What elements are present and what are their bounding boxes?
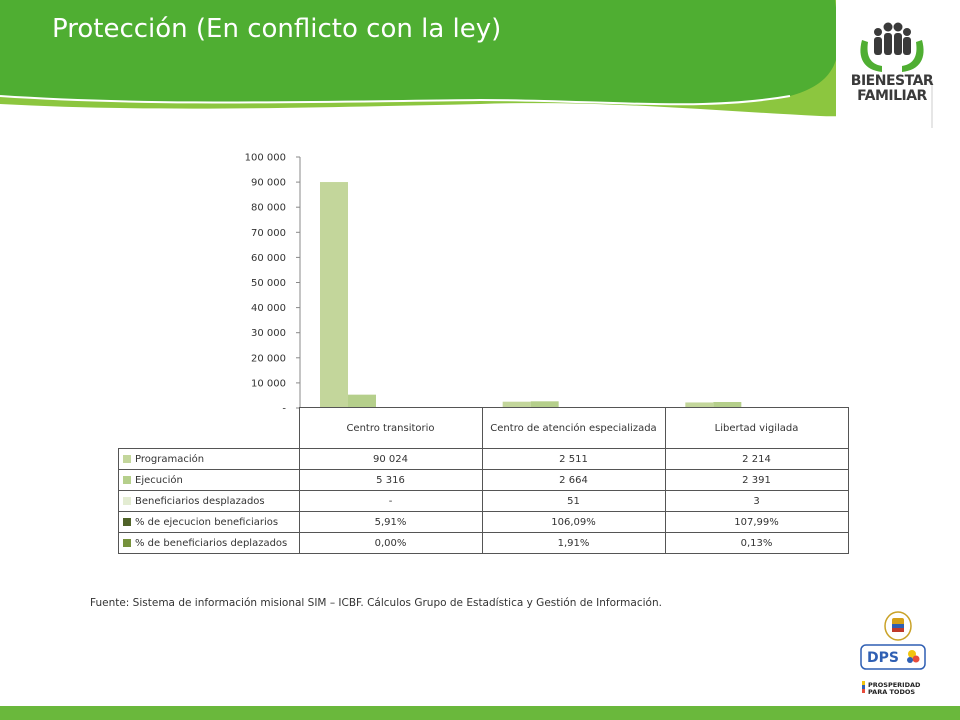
y-tick-label: 20 000 [251, 353, 286, 364]
series-label-ejecucion: Ejecución [118, 469, 300, 491]
table-cell: 107,99% [664, 511, 849, 533]
table-cell: 106,09% [481, 511, 666, 533]
dps-logo: DPS [860, 644, 926, 670]
series-label-beneficiarios-desplazados: Beneficiarios desplazados [118, 490, 300, 512]
y-tick-label: 100 000 [245, 153, 286, 164]
y-tick-label: 90 000 [251, 178, 286, 189]
y-tick-label: 80 000 [251, 203, 286, 214]
bar-programaci-n-1 [320, 182, 348, 408]
table-cell: - [298, 490, 483, 512]
header-banner [0, 0, 960, 130]
table-cell: 2 391 [664, 469, 849, 491]
y-tick-label: 50 000 [251, 278, 286, 289]
bottom-bar [0, 706, 960, 720]
slide-title: Protección (En conflicto con la ley) [52, 14, 502, 44]
prosperidad-text-line2: PARA TODOS [868, 688, 915, 696]
table-cell: 2 664 [481, 469, 666, 491]
table-cell: 2 214 [664, 448, 849, 470]
table-cell: 90 024 [298, 448, 483, 470]
prosperidad-text-line1: PROSPERIDAD [868, 681, 921, 689]
legend-swatch [123, 538, 131, 547]
category-header-3: Libertad vigilada [664, 407, 849, 449]
y-tick-label: 60 000 [251, 253, 286, 264]
dps-logo-text: DPS [867, 650, 899, 666]
table-cell: 1,91% [481, 532, 666, 554]
table-corner [118, 407, 300, 449]
legend-swatch [123, 475, 131, 484]
category-header-2: Centro de atención especializada [481, 407, 666, 449]
bienestar-familiar-logo [860, 22, 924, 72]
legend-swatch [123, 496, 131, 505]
chart-data-table: Centro transitorio Centro de atención es… [118, 407, 849, 554]
table-row: Ejecución 5 316 2 664 2 391 [118, 469, 849, 491]
table-cell: 2 511 [481, 448, 666, 470]
y-tick-label: 30 000 [251, 328, 286, 339]
series-label-programacion: Programación [118, 448, 300, 470]
table-cell: 51 [481, 490, 666, 512]
table-row: Beneficiarios desplazados - 51 3 [118, 490, 849, 512]
series-label-pct-desplazados: % de beneficiarios deplazados [118, 532, 300, 554]
legend-swatch [123, 454, 131, 463]
y-tick-label: 40 000 [251, 303, 286, 314]
bar-programaci-n-2 [502, 401, 531, 408]
table-cell: 5,91% [298, 511, 483, 533]
bar-ejecuci-n-3 [713, 401, 742, 408]
table-cell: 0,13% [664, 532, 849, 554]
bar-programaci-n-3 [685, 402, 714, 408]
table-row: Programación 90 024 2 511 2 214 [118, 448, 849, 470]
logo-text-line1: BIENESTAR [850, 73, 934, 89]
prosperidad-logo: PROSPERIDAD PARA TODOS [862, 681, 921, 696]
table-cell: 3 [664, 490, 849, 512]
y-tick-label: 70 000 [251, 228, 286, 239]
colombia-seal-icon [884, 611, 912, 641]
table-cell: 5 316 [298, 469, 483, 491]
bar-ejecuci-n-2 [530, 401, 559, 408]
table-row: % de beneficiarios deplazados 0,00% 1,91… [118, 532, 849, 554]
category-header-1: Centro transitorio [298, 407, 483, 449]
y-tick-label: 10 000 [251, 378, 286, 389]
legend-swatch [123, 517, 131, 526]
bar-ejecuci-n-1 [348, 394, 376, 408]
table-row: % de ejecucion beneficiarios 5,91% 106,0… [118, 511, 849, 533]
table-cell: 0,00% [298, 532, 483, 554]
source-note: Fuente: Sistema de información misional … [90, 597, 662, 609]
series-label-pct-ejecucion: % de ejecucion beneficiarios [118, 511, 300, 533]
logo-text-line2: FAMILIAR [857, 88, 927, 104]
